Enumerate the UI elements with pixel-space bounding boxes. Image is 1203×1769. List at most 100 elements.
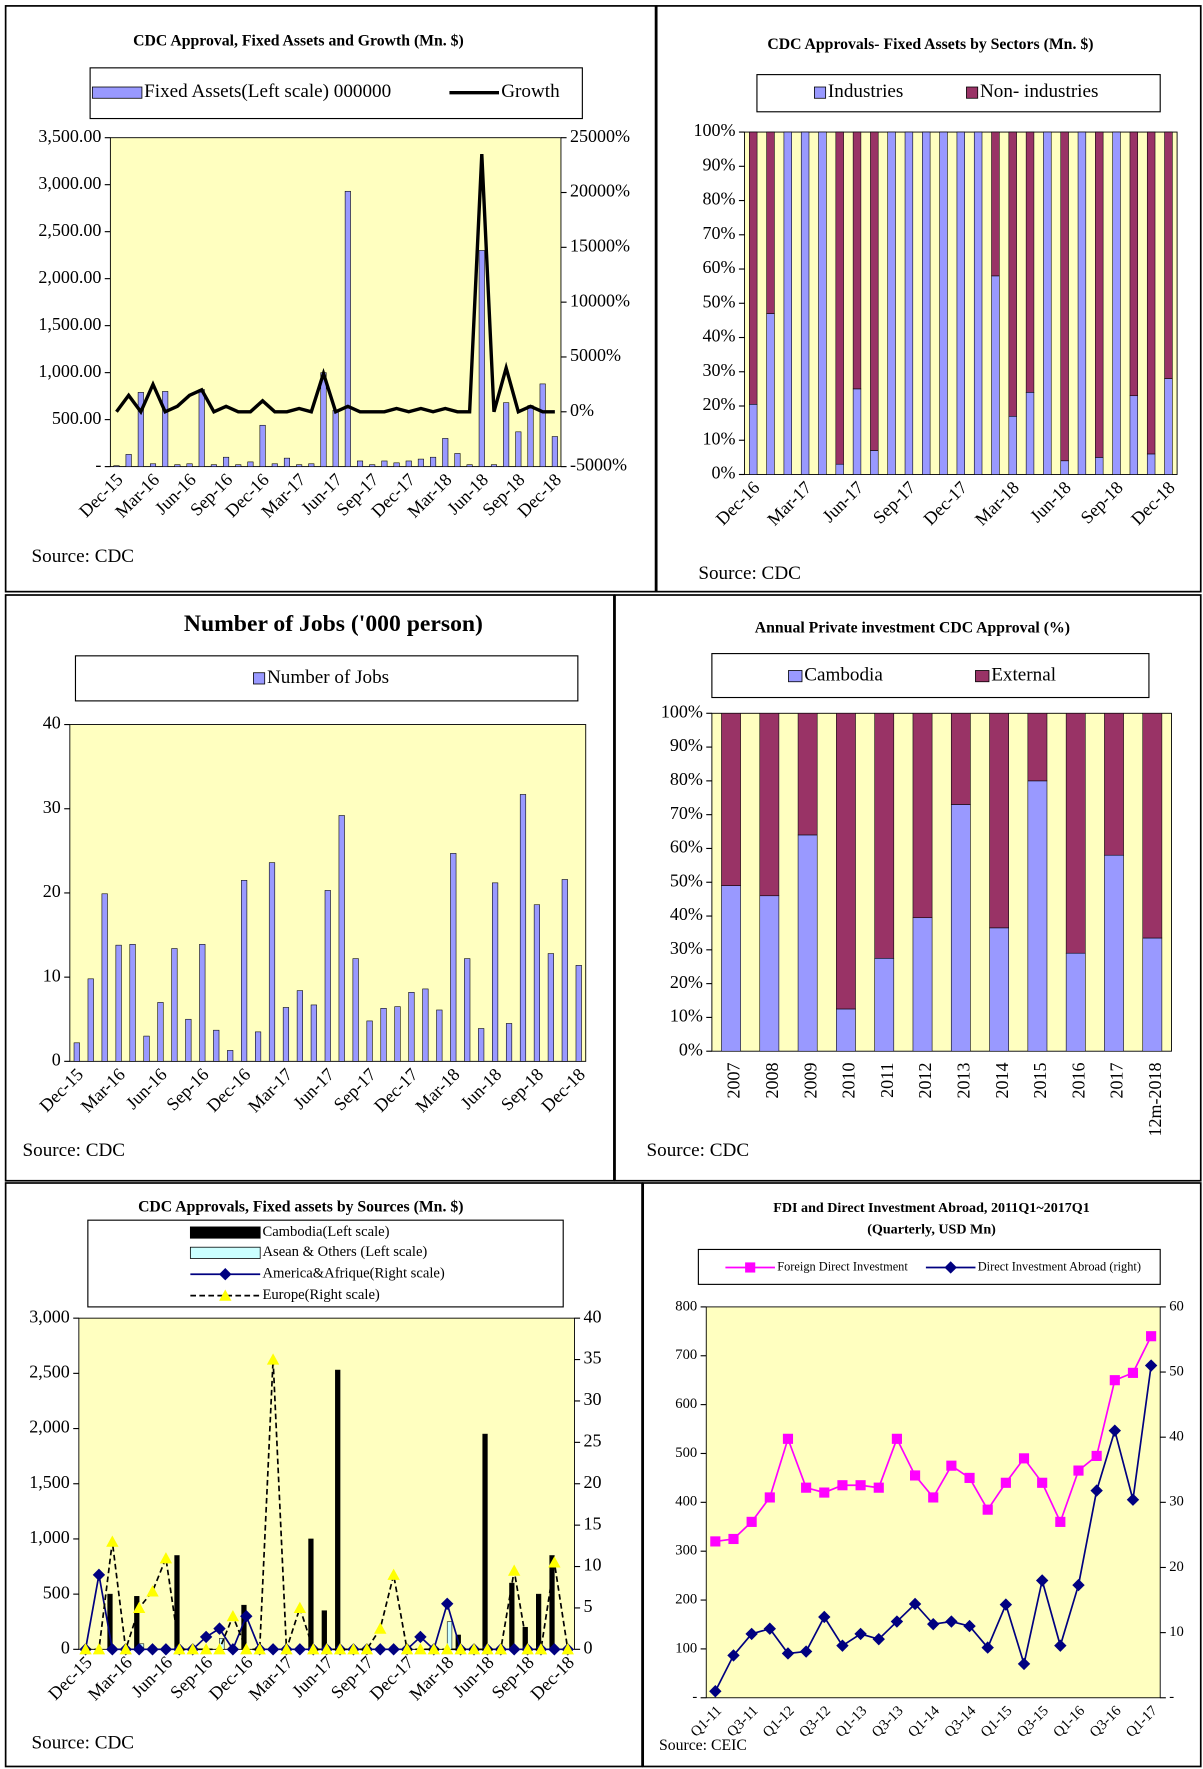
legend-label: Europe(Right scale): [262, 1287, 379, 1303]
marker: [534, 1643, 548, 1655]
bar: [310, 1004, 317, 1062]
bar: [1060, 131, 1069, 462]
bar: [1146, 131, 1156, 455]
bar: [551, 436, 558, 467]
bar: [904, 131, 914, 475]
bar: [352, 958, 359, 1062]
bar: [393, 462, 400, 467]
y-tick-label: 10: [43, 965, 61, 985]
marker: [213, 1643, 226, 1655]
bar: [198, 389, 205, 467]
bar: [759, 713, 780, 897]
plot-area: [109, 137, 562, 468]
bar: [721, 713, 741, 886]
bar: [369, 464, 376, 467]
y2-tick-label: 35: [583, 1348, 601, 1368]
bar: [137, 392, 144, 467]
y-tick-label: 100%: [661, 701, 703, 721]
marker: [1146, 1331, 1157, 1342]
bar: [956, 131, 965, 475]
y2-tick-label: 30: [583, 1389, 601, 1409]
source: Source: CDC: [32, 546, 135, 567]
y-tick-label: 100: [675, 1640, 697, 1656]
bar: [836, 713, 856, 1010]
marker: [266, 1643, 280, 1656]
marker: [746, 1516, 757, 1527]
y-tick-label: 1,500: [29, 1472, 70, 1492]
bar: [912, 713, 933, 919]
y-tick-label: 20%: [703, 394, 736, 414]
marker: [837, 1480, 848, 1491]
marker: [548, 1556, 561, 1568]
marker: [441, 1597, 454, 1610]
bar: [870, 131, 879, 451]
bar: [381, 460, 388, 467]
marker: [944, 1261, 957, 1274]
bar: [797, 713, 818, 836]
y-tick-label: 2,500.00: [38, 220, 101, 240]
marker: [836, 1639, 849, 1652]
y-tick-label: 1,500.00: [38, 314, 101, 334]
bar: [1142, 713, 1163, 939]
bar: [721, 885, 741, 1052]
bar: [282, 1007, 290, 1062]
marker: [927, 1617, 940, 1631]
bar: [533, 904, 540, 1062]
marker: [119, 1643, 132, 1655]
marker: [963, 1619, 976, 1633]
x-tick-label: 2010: [839, 1062, 859, 1098]
marker: [745, 1627, 758, 1641]
bar: [185, 1018, 192, 1062]
bar: [759, 895, 780, 1052]
marker: [347, 1643, 360, 1655]
chart-subtitle: (Quarterly, USD Mn): [867, 1222, 996, 1238]
legend-swatch: [253, 672, 266, 685]
x-tick-label: 2016: [1068, 1062, 1088, 1098]
bar: [1043, 131, 1052, 475]
bar: [991, 275, 1000, 475]
bar: [115, 944, 122, 1062]
marker: [872, 1632, 885, 1646]
marker: [266, 1353, 280, 1365]
bar: [199, 944, 206, 1062]
bar: [1065, 713, 1086, 954]
bar: [283, 457, 290, 467]
marker: [1108, 1424, 1121, 1437]
x-tick-label: 2011: [877, 1062, 897, 1097]
bar: [478, 1028, 485, 1062]
bar: [129, 944, 136, 1062]
bar: [223, 456, 230, 467]
marker: [219, 1268, 232, 1281]
chart: Annual Private investment CDC Approval (…: [614, 594, 1202, 1182]
y-tick-label: 10%: [703, 428, 736, 448]
y2-tick-label: 20000%: [570, 181, 630, 201]
bar: [210, 464, 217, 467]
bar: [1112, 131, 1121, 475]
bar: [505, 1023, 513, 1062]
marker: [1109, 1375, 1120, 1386]
marker: [219, 1289, 232, 1301]
bar: [749, 131, 758, 405]
marker: [855, 1480, 866, 1491]
y-tick-label: 500: [675, 1445, 697, 1461]
marker: [374, 1622, 387, 1634]
chart: CDC Approval, Fixed Assets and Growth (M…: [4, 5, 657, 593]
marker: [467, 1643, 481, 1655]
chart: CDC Approvals- Fixed Assets by Sectors (…: [655, 5, 1202, 593]
marker: [387, 1643, 400, 1656]
marker: [1091, 1450, 1102, 1461]
marker: [414, 1643, 427, 1655]
marker: [1126, 1493, 1140, 1506]
marker: [320, 1643, 333, 1655]
marker: [293, 1643, 307, 1656]
y-tick-label: 30%: [703, 360, 736, 380]
bar: [464, 958, 471, 1062]
y-tick-label: 0: [61, 1637, 70, 1657]
marker: [374, 1643, 387, 1656]
bar: [989, 713, 1009, 929]
y2-tick-label: 25: [583, 1430, 601, 1450]
y-tick-label: 90%: [670, 735, 703, 755]
legend-box: [87, 1219, 564, 1308]
y-tick-label: 40%: [703, 326, 736, 346]
bar: [922, 131, 931, 475]
